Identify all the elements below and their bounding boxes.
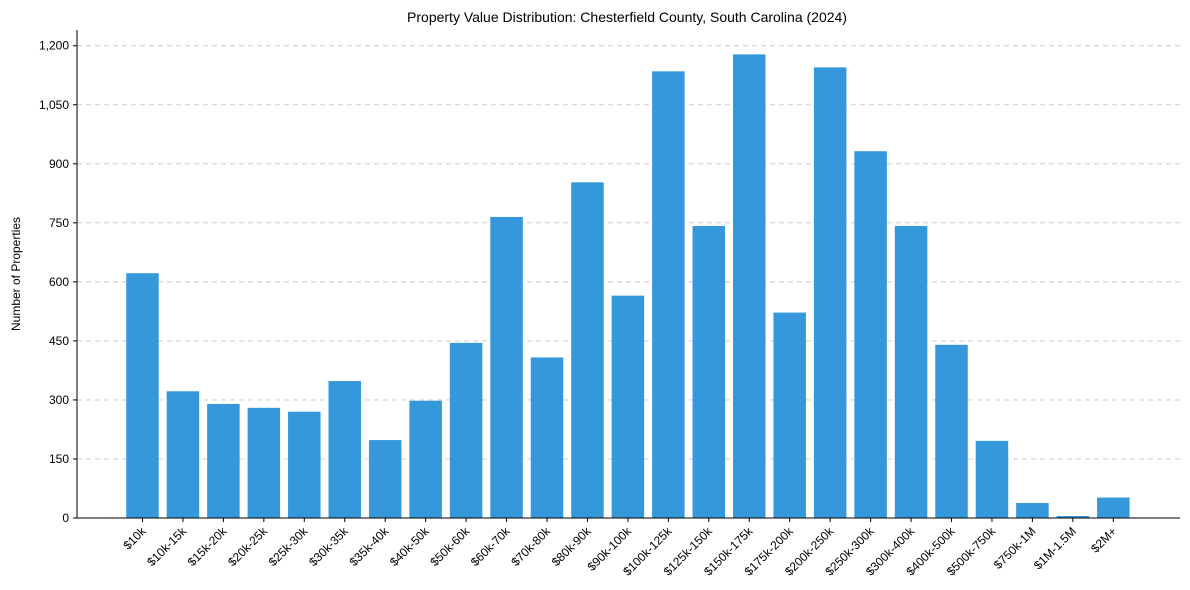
bar [247,407,281,518]
bar [854,151,887,519]
bars [126,54,1130,519]
x-ticks: $10k$10k-15k$15k-20k$20k-25k$25k-30k$30k… [120,518,1119,578]
bar [409,400,442,518]
x-tick-label: $40k-50k [387,524,433,570]
bar [1056,516,1090,518]
y-tick-label: 750 [49,216,69,230]
y-tick-label: 300 [49,393,69,407]
bar [490,216,523,518]
y-tick-label: 1,200 [39,39,69,53]
y-axis-label: Number of Properties [9,217,23,331]
x-tick-label: $20k-25k [225,524,271,570]
bar [126,273,159,518]
x-tick-label: $25k-30k [266,524,312,570]
x-tick-label: $10k [120,524,149,553]
chart-title: Property Value Distribution: Chesterfiel… [407,9,847,25]
y-tick-label: 900 [49,157,69,171]
bar [166,391,200,518]
bar [328,381,361,518]
bar [935,344,968,518]
x-tick-label: $2M+ [1088,524,1119,555]
bar [652,71,685,519]
bar [571,182,604,518]
x-tick-label: $10k-15k [144,524,190,570]
bar [530,357,564,518]
y-tick-label: 1,050 [39,98,69,112]
bar [449,342,483,518]
bar [288,411,321,518]
x-tick-label: $1M-1.5M [1031,524,1079,572]
x-tick-label: $15k-20k [185,524,231,570]
bar [894,225,928,518]
bar [611,295,645,518]
bar [733,54,766,519]
bar [813,67,847,519]
bar [1016,503,1049,518]
x-tick-label: $60k-70k [468,524,514,570]
y-ticks: 0 150 300 450 600 750 900 1,050 1,200 [39,39,77,525]
x-tick-label: $70k-80k [508,524,554,570]
x-tick-label: $30k-35k [306,524,352,570]
x-tick-label: $50k-60k [427,524,473,570]
bar [1097,497,1130,518]
y-tick-label: 600 [49,275,69,289]
x-tick-label: $750k-1M [991,524,1039,572]
y-tick-label: 0 [62,511,69,525]
bar [975,440,1009,518]
y-tick-label: 450 [49,334,69,348]
bar [773,312,806,518]
bar [692,225,726,518]
bar [368,440,402,518]
x-tick-label: $35k-40k [347,524,393,570]
y-tick-label: 150 [49,452,69,466]
bar [207,403,240,518]
